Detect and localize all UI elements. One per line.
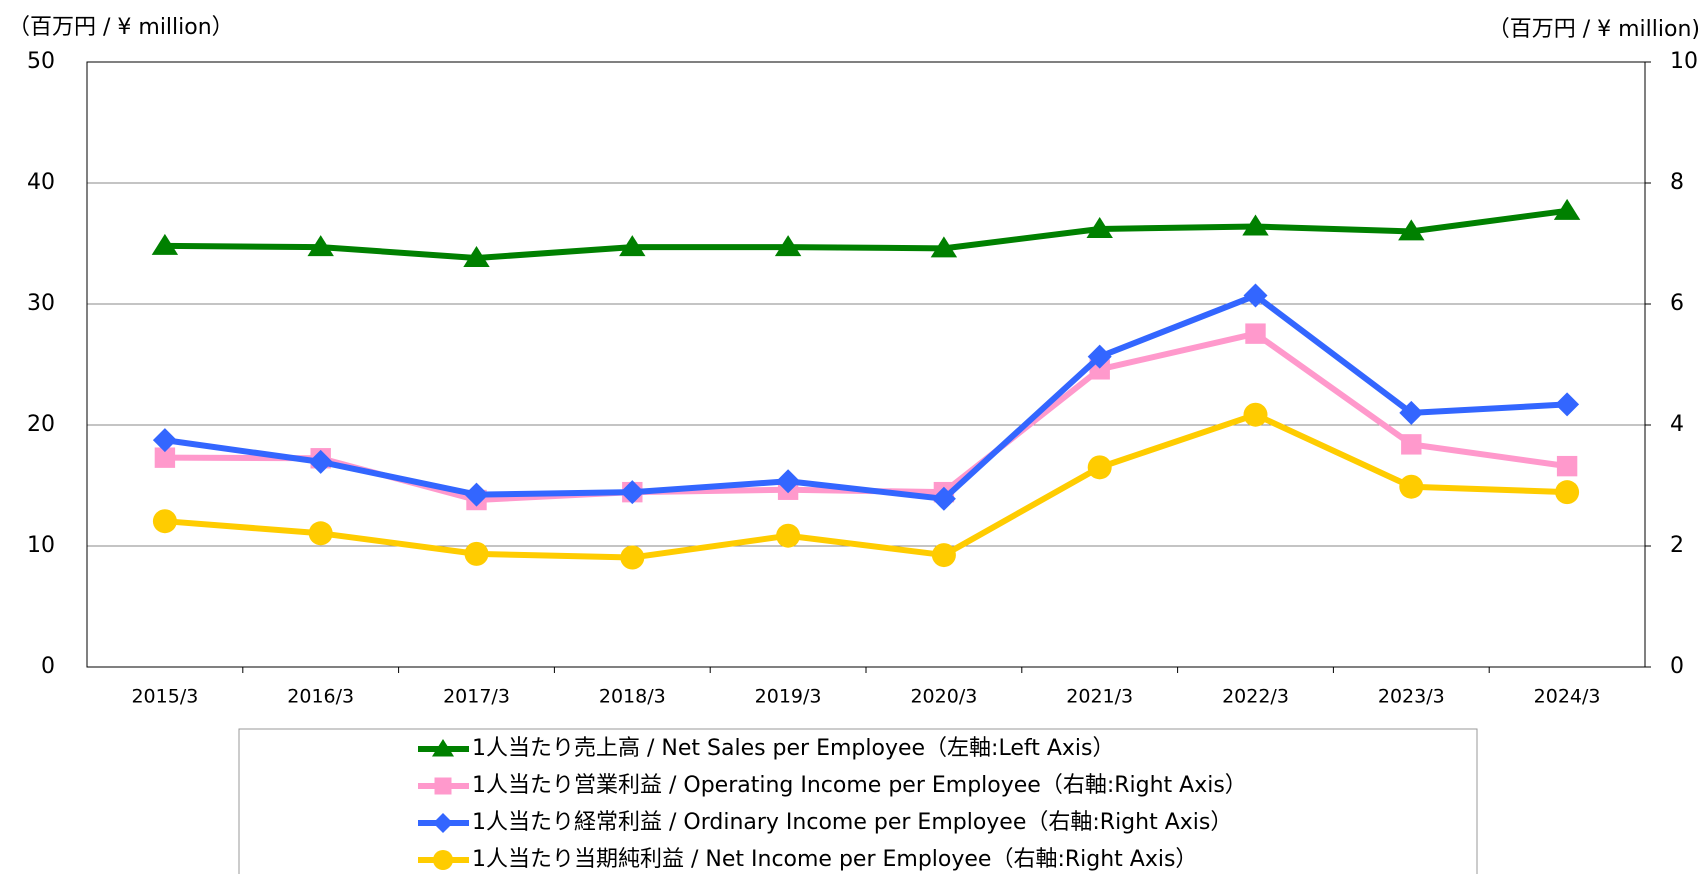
marker [434, 777, 452, 795]
y2-axis-label: （百万円 / ¥ million) [1488, 17, 1700, 42]
marker [1401, 434, 1422, 455]
marker [1087, 344, 1112, 369]
y-tick-label: 0 [41, 654, 55, 679]
marker [433, 850, 453, 870]
legend-box [238, 728, 1478, 874]
marker [619, 235, 646, 257]
marker [1399, 474, 1424, 499]
y-axis-label: （百万円 / ¥ million） [8, 15, 234, 40]
y-tick-label: 40 [27, 170, 55, 195]
plot-frame [86, 61, 1646, 668]
y2-tick-label: 4 [1670, 412, 1684, 437]
marker [1243, 402, 1268, 427]
y2-tick-label: 8 [1670, 170, 1684, 195]
marker [151, 233, 179, 255]
marker [464, 541, 489, 566]
marker [930, 236, 958, 258]
x-tick-label: 2016/3 [287, 686, 354, 708]
marker [1399, 400, 1424, 425]
marker [1086, 216, 1113, 238]
marker [464, 482, 489, 507]
y-tick-label: 10 [27, 533, 55, 558]
y2-tick-label: 10 [1670, 49, 1698, 74]
marker [152, 428, 177, 453]
y-tick-label: 50 [27, 49, 55, 74]
marker [1555, 480, 1580, 505]
x-tick-label: 2015/3 [131, 686, 198, 708]
y2-tick-label: 0 [1670, 654, 1684, 679]
marker [154, 447, 176, 468]
x-tick-label: 2022/3 [1222, 686, 1289, 708]
y2-tick-label: 2 [1670, 533, 1684, 558]
marker [433, 813, 453, 833]
marker [1245, 323, 1266, 344]
marker [152, 509, 177, 534]
marker [774, 235, 802, 257]
x-tick-label: 2019/3 [755, 686, 822, 708]
marker [1553, 198, 1581, 220]
marker [1242, 214, 1269, 236]
marker [432, 739, 454, 757]
y-tick-label: 20 [27, 412, 55, 437]
marker [620, 545, 645, 570]
series-line [164, 292, 1568, 502]
marker [463, 246, 490, 268]
legend-label: 1人当たり経常利益 / Ordinary Income per Employee… [472, 810, 1232, 835]
marker [308, 449, 333, 474]
marker [776, 523, 801, 548]
series-line [164, 411, 1568, 561]
x-tick-label: 2018/3 [599, 686, 666, 708]
y2-tick-label: 6 [1670, 291, 1684, 316]
marker [931, 486, 956, 511]
legend-label: 1人当たり売上高 / Net Sales per Employee（左軸:Lef… [472, 736, 1115, 761]
x-tick-label: 2020/3 [910, 686, 977, 708]
legend-label: 1人当たり営業利益 / Operating Income per Employe… [472, 773, 1247, 798]
marker [1398, 219, 1425, 241]
x-tick-label: 2023/3 [1378, 686, 1445, 708]
marker [1555, 392, 1580, 417]
marker [620, 480, 645, 505]
x-tick-label: 2021/3 [1066, 686, 1133, 708]
marker [1243, 283, 1268, 308]
marker [307, 235, 334, 257]
x-tick-label: 2017/3 [443, 686, 510, 708]
marker [1556, 455, 1578, 477]
marker [931, 543, 956, 568]
y-tick-label: 30 [27, 291, 55, 316]
legend-label: 1人当たり当期純利益 / Net Income per Employee（右軸:… [472, 847, 1197, 872]
x-tick-label: 2024/3 [1534, 686, 1601, 708]
marker [776, 469, 801, 494]
marker [1087, 455, 1112, 480]
marker [308, 521, 333, 546]
series-line [164, 207, 1568, 262]
